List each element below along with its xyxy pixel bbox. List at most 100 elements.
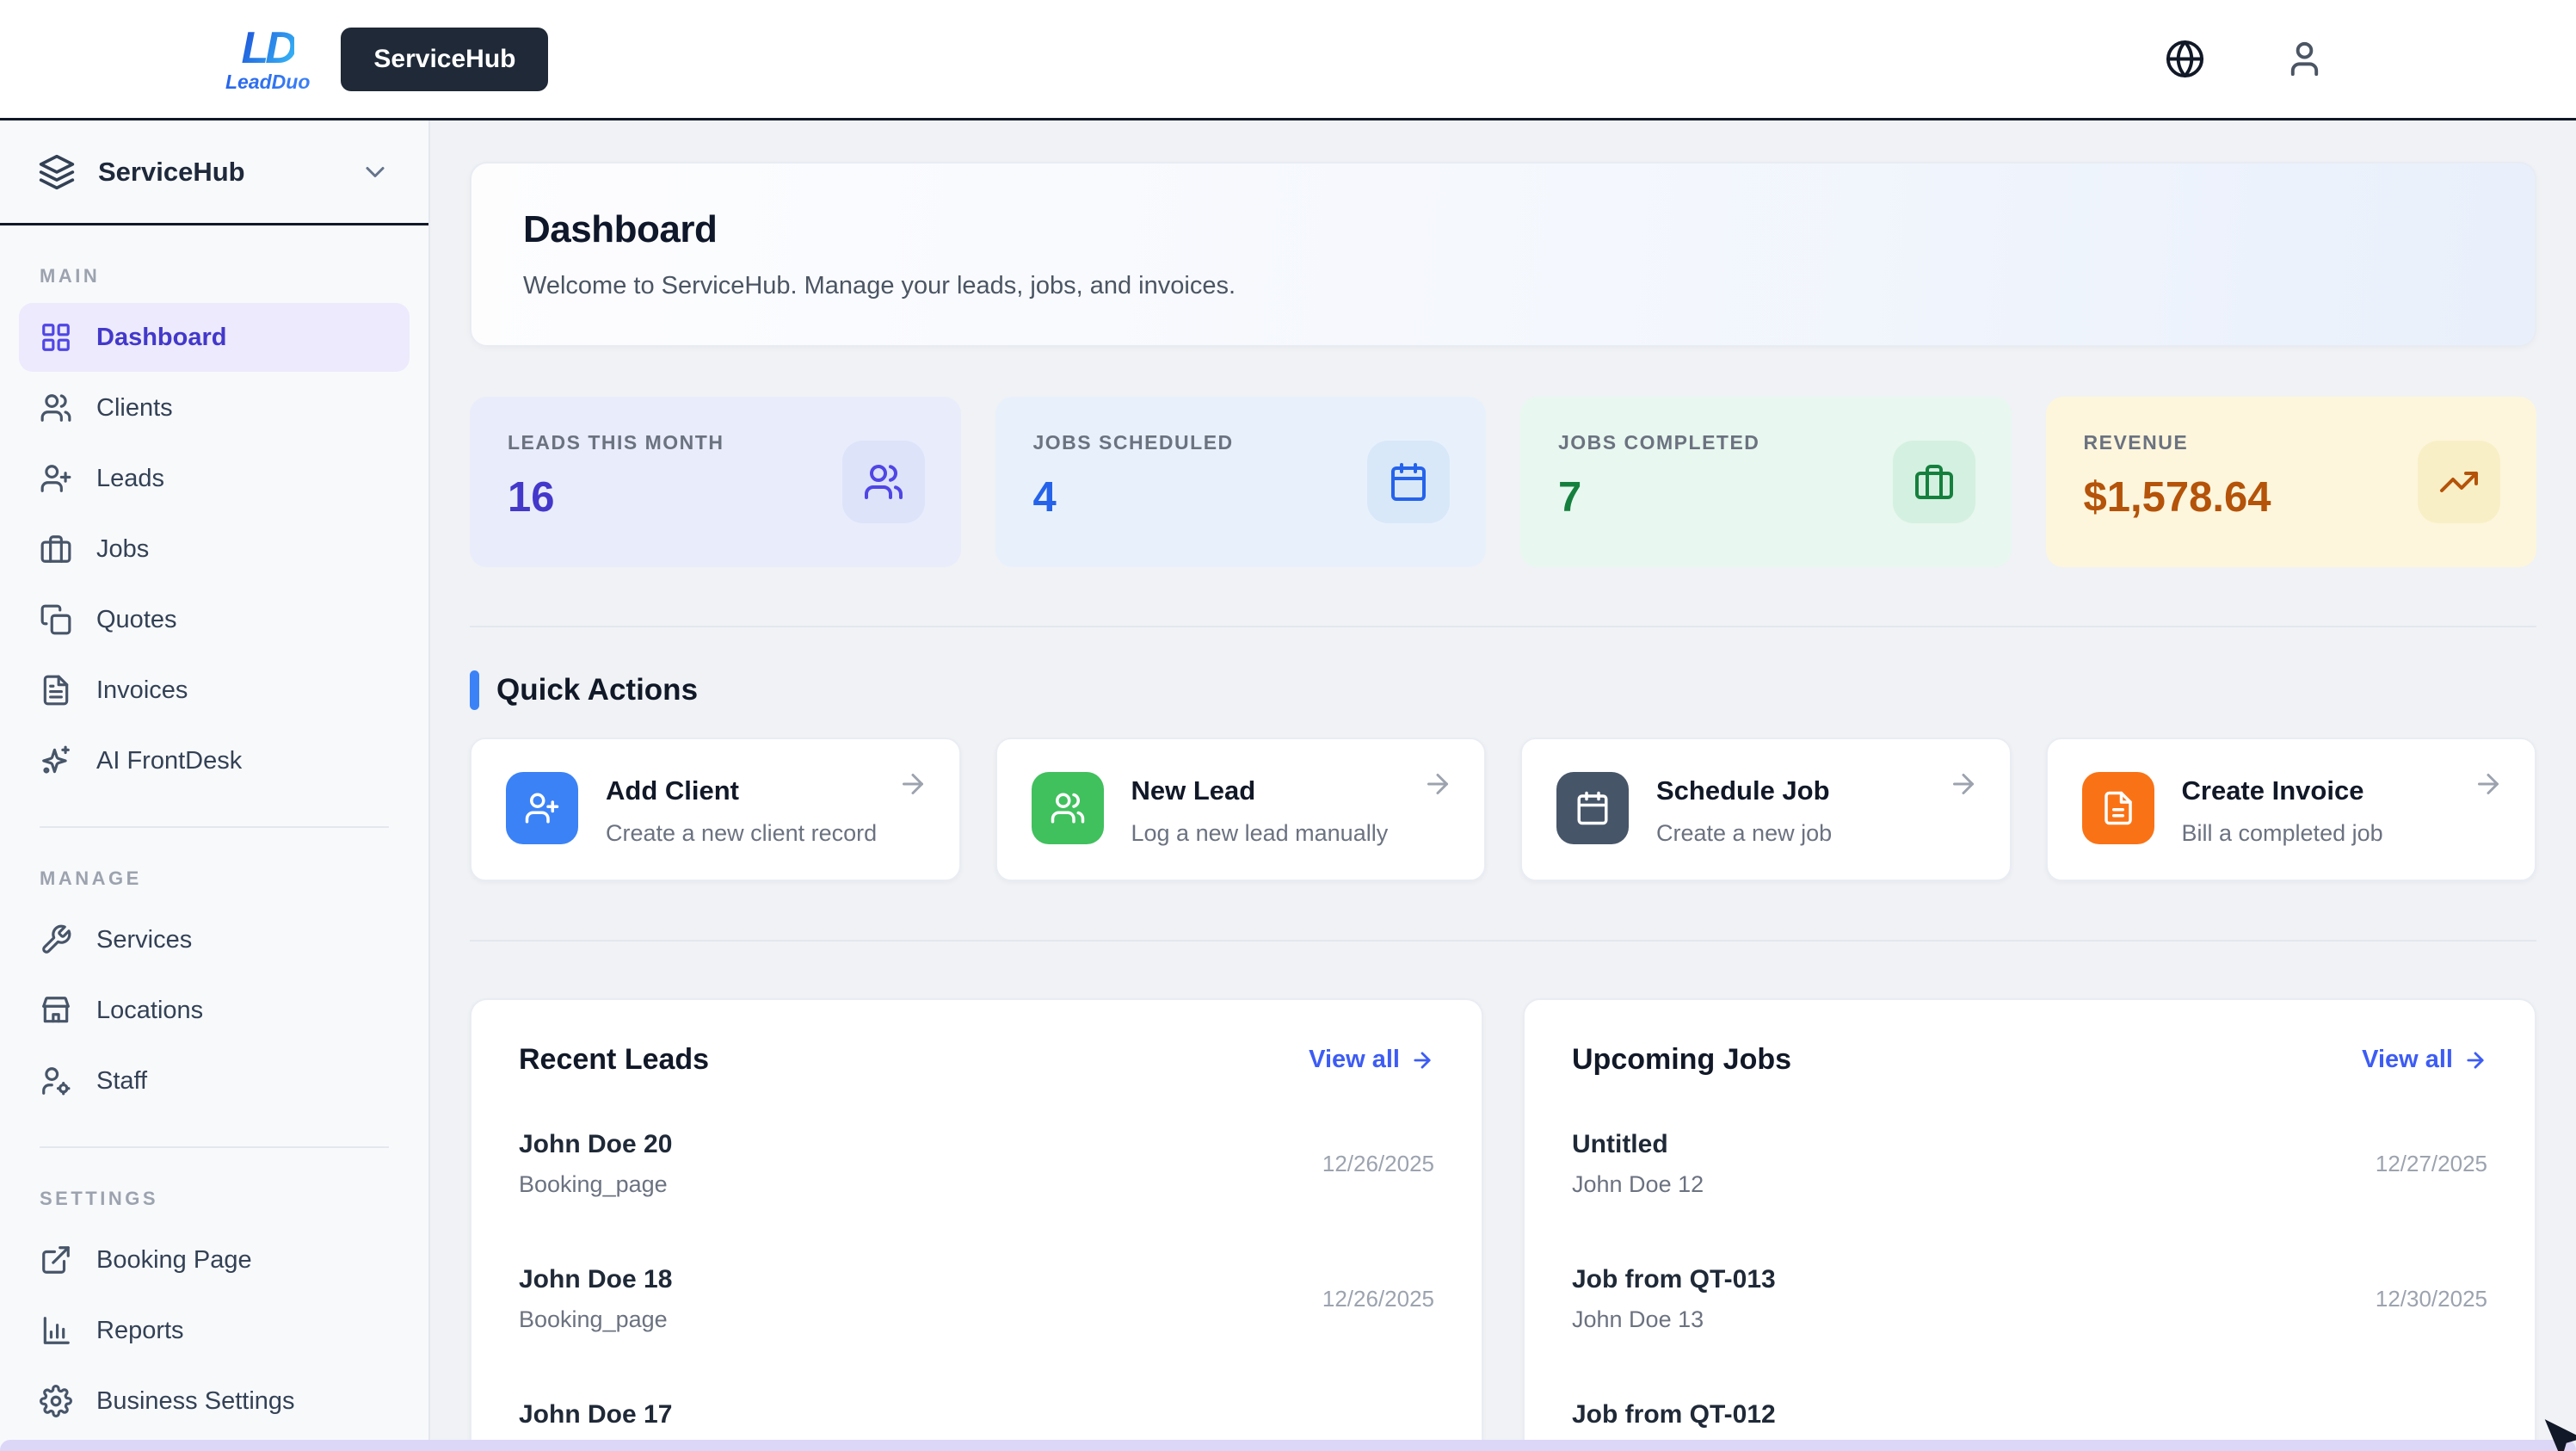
sidebar: ServiceHub MAIN Dashboard Clients Leads … bbox=[0, 120, 430, 1448]
job-date: 12/27/2025 bbox=[2375, 1151, 2487, 1176]
bar-chart-icon bbox=[43, 1317, 70, 1344]
dashboard-grid-icon bbox=[42, 324, 70, 351]
sparkles-icon bbox=[42, 745, 70, 774]
job-client: John Doe 12 bbox=[1572, 1171, 1704, 1197]
qa-iconbox bbox=[1556, 772, 1629, 844]
lead-row[interactable]: John Doe 17 bbox=[519, 1400, 1434, 1442]
sidebar-item-label: AI FrontDesk bbox=[96, 746, 243, 775]
wrench-icon bbox=[42, 924, 71, 954]
sidebar-divider bbox=[40, 1146, 389, 1148]
copy-pages-icon bbox=[40, 604, 71, 635]
sidebar-item-business-settings[interactable]: Business Settings bbox=[19, 1367, 410, 1436]
qa-title: Create Invoice bbox=[2181, 775, 2364, 806]
users-icon bbox=[40, 394, 71, 422]
mouse-cursor bbox=[2544, 1419, 2576, 1451]
job-title: Job from QT-013 bbox=[1572, 1265, 1776, 1294]
users-icon bbox=[864, 465, 903, 499]
stat-value: $1,578.64 bbox=[2083, 474, 2271, 521]
stat-card-revenue: REVENUE $1,578.64 bbox=[2045, 397, 2536, 567]
sidebar-item-booking-page[interactable]: Booking Page bbox=[19, 1226, 410, 1294]
quick-actions-title: Quick Actions bbox=[496, 673, 699, 707]
sidebar-item-ai-frontdesk[interactable]: AI FrontDesk bbox=[19, 726, 410, 795]
panel-title: Upcoming Jobs bbox=[1572, 1043, 1792, 1076]
page-subtitle: Welcome to ServiceHub. Manage your leads… bbox=[523, 272, 1236, 299]
page-header-card: Dashboard Welcome to ServiceHub. Manage … bbox=[470, 162, 2536, 347]
sidebar-item-reports[interactable]: Reports bbox=[19, 1296, 410, 1365]
quick-action-new-lead[interactable]: New Lead Log a new lead manually bbox=[995, 738, 1486, 881]
lead-source: Booking_page bbox=[519, 1306, 668, 1332]
layers-icon bbox=[39, 154, 75, 189]
panel-header: Upcoming Jobs View all bbox=[1572, 1043, 2487, 1077]
arrow-right-icon bbox=[1414, 1051, 1431, 1069]
section-divider bbox=[470, 940, 2536, 942]
arrow-right-icon bbox=[2478, 774, 2499, 794]
stat-value: 16 bbox=[508, 474, 555, 521]
stat-value: 7 bbox=[1558, 474, 1582, 521]
lead-date: 12/26/2025 bbox=[1322, 1286, 1434, 1312]
lead-name: John Doe 18 bbox=[519, 1265, 673, 1294]
calendar-icon bbox=[1391, 463, 1426, 501]
leadduo-logo: LD LeadDuo bbox=[225, 26, 310, 92]
arrow-right-icon bbox=[1952, 774, 1974, 794]
sidebar-item-clients[interactable]: Clients bbox=[19, 374, 410, 442]
chevron-down-icon bbox=[366, 166, 385, 177]
file-text-icon bbox=[43, 675, 69, 706]
qa-iconbox bbox=[2081, 772, 2154, 844]
upcoming-jobs-panel: Upcoming Jobs View all Untitled John Doe… bbox=[1523, 998, 2536, 1448]
view-all-label: View all bbox=[2362, 1046, 2453, 1073]
lead-name: John Doe 20 bbox=[519, 1130, 673, 1158]
leadduo-logo-text: LeadDuo bbox=[225, 71, 311, 93]
topbar-actions bbox=[2165, 39, 2325, 79]
qa-iconbox bbox=[506, 772, 578, 844]
sidebar-item-locations[interactable]: Locations bbox=[19, 976, 410, 1045]
workspace-selector[interactable]: ServiceHub bbox=[0, 120, 428, 225]
quick-actions-row: Add Client Create a new client record Ne… bbox=[470, 738, 2536, 881]
section-label-main: MAIN bbox=[40, 265, 101, 287]
job-title: Untitled bbox=[1572, 1130, 1668, 1158]
sidebar-item-staff[interactable]: Staff bbox=[19, 1047, 410, 1115]
stat-value: 4 bbox=[1032, 474, 1057, 521]
stat-iconbox bbox=[841, 441, 925, 523]
user-icon[interactable] bbox=[2284, 39, 2325, 79]
sidebar-item-services[interactable]: Services bbox=[19, 905, 410, 974]
main-content: Dashboard Welcome to ServiceHub. Manage … bbox=[430, 120, 2576, 1448]
qa-title: New Lead bbox=[1131, 775, 1256, 806]
topbar: LD LeadDuo ServiceHub bbox=[0, 0, 2576, 120]
view-all-jobs-link[interactable]: View all bbox=[2362, 1046, 2487, 1074]
globe-icon[interactable] bbox=[2165, 39, 2205, 79]
jobs-list: Untitled John Doe 12 12/27/2025 Job from… bbox=[1572, 1130, 2487, 1442]
briefcase-icon bbox=[1914, 465, 1953, 499]
job-row[interactable]: Job from QT-013 John Doe 13 12/30/2025 bbox=[1572, 1265, 2487, 1333]
user-plus-icon bbox=[525, 793, 559, 824]
stat-label: REVENUE bbox=[2083, 431, 2189, 454]
stat-card-jobs-scheduled: JOBS SCHEDULED 4 bbox=[995, 397, 1486, 567]
sidebar-item-label: Locations bbox=[96, 996, 204, 1024]
external-link-icon bbox=[42, 1246, 70, 1274]
lead-row[interactable]: John Doe 18 Booking_page 12/26/2025 bbox=[519, 1265, 1434, 1333]
sidebar-item-dashboard[interactable]: Dashboard bbox=[19, 303, 410, 372]
view-all-leads-link[interactable]: View all bbox=[1309, 1046, 1434, 1074]
quick-action-create-invoice[interactable]: Create Invoice Bill a completed job bbox=[2045, 738, 2536, 881]
sidebar-item-label: Clients bbox=[96, 393, 173, 422]
sidebar-item-label: Services bbox=[96, 925, 193, 954]
panel-title: Recent Leads bbox=[519, 1043, 710, 1076]
sidebar-item-quotes[interactable]: Quotes bbox=[19, 585, 410, 654]
sidebar-item-jobs[interactable]: Jobs bbox=[19, 515, 410, 583]
lead-row[interactable]: John Doe 20 Booking_page 12/26/2025 bbox=[519, 1130, 1434, 1198]
lead-source: Booking_page bbox=[519, 1171, 668, 1197]
qa-iconbox bbox=[1031, 772, 1104, 844]
lead-date: 12/26/2025 bbox=[1322, 1151, 1434, 1176]
calendar-icon bbox=[1577, 791, 1608, 825]
briefcase-icon bbox=[40, 535, 71, 563]
quick-action-schedule-job[interactable]: Schedule Job Create a new job bbox=[1520, 738, 2012, 881]
gear-icon bbox=[40, 1385, 72, 1417]
lead-name: John Doe 17 bbox=[519, 1400, 673, 1429]
stat-iconbox bbox=[1892, 441, 1975, 523]
user-plus-icon bbox=[40, 465, 71, 492]
job-row[interactable]: Untitled John Doe 12 12/27/2025 bbox=[1572, 1130, 2487, 1198]
quick-action-add-client[interactable]: Add Client Create a new client record bbox=[470, 738, 961, 881]
view-all-label: View all bbox=[1309, 1046, 1400, 1073]
job-row[interactable]: Job from QT-012 bbox=[1572, 1400, 2487, 1442]
sidebar-item-leads[interactable]: Leads bbox=[19, 444, 410, 513]
sidebar-item-invoices[interactable]: Invoices bbox=[19, 656, 410, 725]
